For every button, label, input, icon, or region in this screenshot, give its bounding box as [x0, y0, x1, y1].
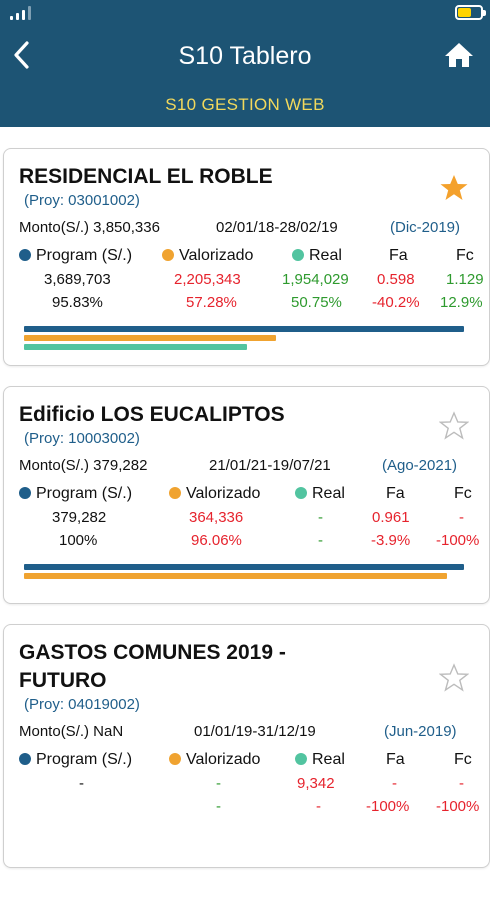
fa-percent: -3.9% [371, 532, 411, 549]
project-code: (Proy: 03001002) [24, 192, 140, 209]
project-dates: 02/01/18-28/02/19 [216, 219, 338, 236]
status-bar [0, 0, 490, 28]
valorizado-value: - [216, 775, 221, 792]
back-chevron-icon [14, 41, 29, 69]
valorizado-value: 364,336 [189, 509, 244, 526]
project-code: (Proy: 04019002) [24, 696, 140, 713]
project-title-continued: FUTURO [19, 669, 107, 692]
real-value: 9,342 [297, 775, 335, 792]
legend-program: Program (S/.) [19, 485, 132, 503]
home-icon [445, 43, 473, 67]
valorizado-progress-bar [24, 335, 276, 341]
project-code: (Proy: 10003002) [24, 430, 140, 447]
valorizado-value: 2,205,343 [174, 271, 241, 288]
back-button[interactable] [10, 40, 36, 70]
real-percent: 50.75% [291, 294, 342, 311]
real-percent: - [318, 532, 323, 549]
legend-real: Real [295, 751, 345, 769]
project-amount: Monto(S/.) 379,282 [19, 457, 148, 474]
legend-fc: Fc [454, 485, 472, 502]
program-percent: 95.83% [52, 294, 103, 311]
valorizado-percent: 57.28% [186, 294, 237, 311]
home-button[interactable] [444, 42, 474, 68]
program-value: 379,282 [52, 509, 107, 526]
real-value: - [318, 509, 323, 526]
legend-fc: Fc [454, 751, 472, 768]
signal-icon [10, 6, 31, 20]
fc-percent: -100% [436, 798, 480, 815]
app-header: S10 Tablero S10 GESTION WEB [0, 0, 490, 127]
project-period: (Jun-2019) [384, 723, 457, 740]
legend-program: Program (S/.) [19, 751, 132, 769]
legend-program: Program (S/.) [19, 247, 132, 265]
fa-value: 0.961 [372, 509, 410, 526]
valorizado-progress-bar [24, 573, 447, 579]
valorizado-percent: - [216, 798, 221, 815]
legend-valorizado: Valorizado [169, 485, 260, 503]
program-progress-bar [24, 326, 464, 332]
legend-valorizado: Valorizado [169, 751, 260, 769]
fc-percent: -100% [436, 532, 480, 549]
battery-icon [455, 5, 486, 20]
page-title: S10 Tablero [178, 42, 312, 70]
project-card[interactable]: GASTOS COMUNES 2019 - FUTURO (Proy: 0401… [3, 624, 490, 868]
fa-value: - [392, 775, 397, 792]
star-outline-icon[interactable] [439, 663, 469, 693]
legend-fa: Fa [386, 751, 405, 768]
fa-value: 0.598 [377, 271, 415, 288]
star-filled-icon[interactable] [439, 173, 469, 203]
fc-value: - [459, 509, 464, 526]
legend-fa: Fa [389, 247, 408, 264]
project-title: RESIDENCIAL EL ROBLE [19, 165, 273, 188]
project-title: Edificio LOS EUCALIPTOS [19, 403, 285, 426]
real-percent: - [316, 798, 321, 815]
fa-percent: -40.2% [372, 294, 420, 311]
program-value: 3,689,703 [44, 271, 111, 288]
project-title: GASTOS COMUNES 2019 - [19, 641, 286, 664]
fc-value: 1.129 [446, 271, 484, 288]
project-period: (Dic-2019) [390, 219, 461, 236]
fa-percent: -100% [366, 798, 410, 815]
project-card[interactable]: Edificio LOS EUCALIPTOS (Proy: 10003002)… [3, 386, 490, 604]
legend-fa: Fa [386, 485, 405, 502]
legend-fc: Fc [456, 247, 474, 264]
project-dates: 21/01/21-19/07/21 [209, 457, 331, 474]
program-value: - [79, 775, 84, 792]
project-card[interactable]: RESIDENCIAL EL ROBLE (Proy: 03001002) Mo… [3, 148, 490, 366]
project-amount: Monto(S/.) 3,850,336 [19, 219, 160, 236]
page-subtitle: S10 GESTION WEB [165, 95, 325, 114]
program-progress-bar [24, 564, 464, 570]
project-period: (Ago-2021) [382, 457, 458, 474]
fc-value: - [459, 775, 464, 792]
program-percent: 100% [59, 532, 98, 549]
real-value: 1,954,029 [282, 271, 349, 288]
valorizado-percent: 96.06% [191, 532, 242, 549]
project-amount: Monto(S/.) NaN [19, 723, 124, 740]
project-dates: 01/01/19-31/12/19 [194, 723, 316, 740]
legend-real: Real [295, 485, 345, 503]
star-outline-icon[interactable] [439, 411, 469, 441]
fc-percent: 12.9% [440, 294, 483, 311]
legend-real: Real [292, 247, 342, 265]
legend-valorizado: Valorizado [162, 247, 253, 265]
real-progress-bar [24, 344, 247, 350]
